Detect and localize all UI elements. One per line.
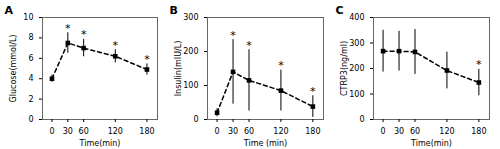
svg-text:*: *: [65, 22, 71, 35]
svg-text:10: 10: [23, 13, 33, 22]
svg-text:0: 0: [215, 127, 220, 136]
svg-text:4: 4: [28, 74, 33, 83]
svg-text:*: *: [144, 53, 150, 66]
svg-text:200: 200: [183, 47, 198, 56]
svg-text:0: 0: [193, 115, 198, 124]
svg-text:Time (min): Time (min): [243, 139, 287, 148]
svg-text:120: 120: [273, 127, 288, 136]
svg-text:*: *: [113, 39, 119, 52]
svg-text:60: 60: [79, 127, 89, 136]
svg-text:60: 60: [244, 127, 254, 136]
svg-text:400: 400: [349, 13, 364, 22]
svg-text:180: 180: [305, 127, 320, 136]
svg-text:*: *: [81, 28, 87, 41]
svg-text:2: 2: [28, 95, 33, 104]
svg-text:300: 300: [349, 39, 364, 48]
svg-text:*: *: [246, 39, 252, 52]
svg-text:30: 30: [394, 127, 404, 136]
svg-text:Insulin(mIU/L): Insulin(mIU/L): [174, 41, 183, 97]
svg-text:100: 100: [183, 81, 198, 90]
svg-text:0: 0: [49, 127, 54, 136]
svg-text:C: C: [336, 4, 344, 17]
svg-text:*: *: [278, 59, 284, 72]
svg-text:8: 8: [28, 33, 33, 42]
svg-text:CTRP3(ng/ml): CTRP3(ng/ml): [340, 41, 349, 96]
svg-text:0: 0: [381, 127, 386, 136]
svg-text:180: 180: [471, 127, 486, 136]
svg-text:0: 0: [359, 115, 364, 124]
svg-text:*: *: [476, 58, 482, 71]
svg-text:200: 200: [349, 64, 364, 73]
svg-text:300: 300: [183, 13, 198, 22]
svg-text:100: 100: [349, 90, 364, 99]
svg-text:B: B: [170, 4, 178, 17]
svg-text:Glucose(mmol/L): Glucose(mmol/L): [9, 35, 18, 103]
svg-text:180: 180: [139, 127, 154, 136]
svg-text:30: 30: [228, 127, 238, 136]
svg-text:A: A: [5, 4, 14, 17]
svg-text:120: 120: [108, 127, 123, 136]
svg-text:120: 120: [439, 127, 454, 136]
svg-text:Time(min): Time(min): [79, 139, 121, 148]
svg-text:0: 0: [28, 115, 33, 124]
svg-text:6: 6: [28, 54, 33, 63]
svg-text:Time(min): Time(min): [410, 139, 452, 148]
svg-text:30: 30: [63, 127, 73, 136]
svg-text:*: *: [310, 85, 316, 98]
svg-text:60: 60: [410, 127, 420, 136]
svg-text:*: *: [230, 29, 236, 42]
